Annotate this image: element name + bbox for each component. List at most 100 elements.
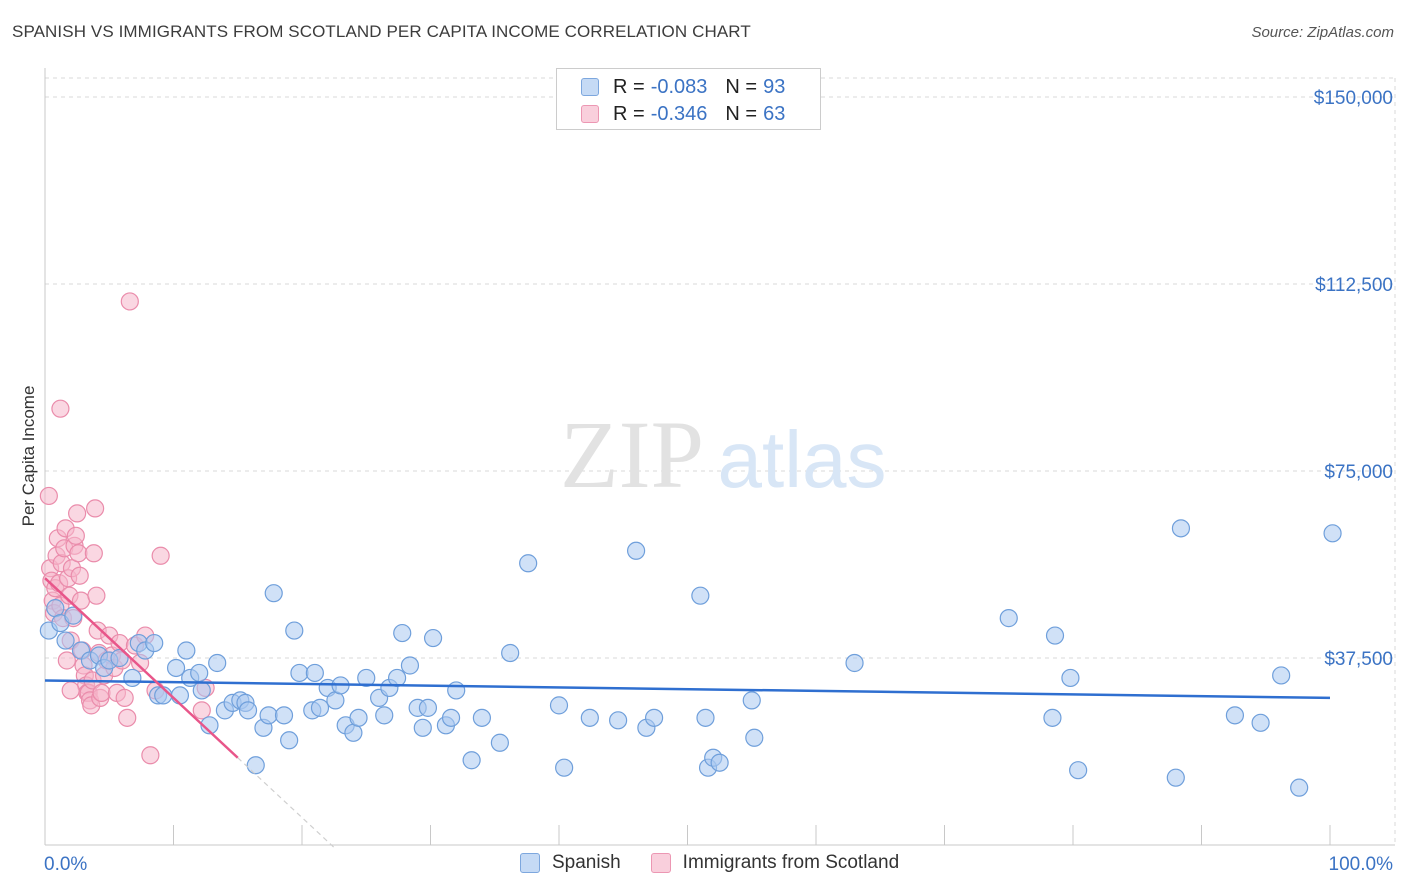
data-point-spanish xyxy=(177,641,196,660)
data-point-spanish xyxy=(519,554,538,573)
data-point-spanish xyxy=(110,648,129,668)
data-point-spanish xyxy=(555,758,574,777)
data-point-spanish xyxy=(472,708,491,727)
data-point-spanish xyxy=(1290,778,1309,797)
data-point-scotland xyxy=(70,566,89,585)
chart-title: SPANISH VS IMMIGRANTS FROM SCOTLAND PER … xyxy=(12,22,751,41)
data-point-spanish xyxy=(1061,668,1080,688)
data-point-spanish xyxy=(742,691,761,710)
y-axis-title: Per Capita Income xyxy=(19,386,38,527)
data-point-spanish xyxy=(696,708,715,727)
watermark: ZIP atlas xyxy=(560,401,886,508)
legend-n-value: 63 xyxy=(763,102,786,125)
data-point-spanish xyxy=(1272,666,1291,685)
data-point-spanish xyxy=(349,708,368,727)
data-point-scotland xyxy=(86,499,105,518)
data-point-spanish xyxy=(745,728,764,747)
data-point-spanish xyxy=(280,731,299,750)
y-tick-label: $150,000 xyxy=(1314,88,1393,109)
legend-r-value: -0.083 xyxy=(650,75,708,98)
data-point-scotland xyxy=(57,651,76,670)
tick-labels: $37,500 $75,000 $112,500 $150,000 0.0% 100.0% xyxy=(44,88,1393,875)
data-point-spanish xyxy=(999,609,1018,628)
watermark-atlas: atlas xyxy=(718,415,887,504)
trend-line-spanish xyxy=(44,679,1331,700)
legend-item-spanish[interactable]: Spanish xyxy=(520,852,621,874)
legend-n-value: 93 xyxy=(763,75,786,98)
correlation-legend: R = -0.083 N = 93 R = -0.346 N = 63 xyxy=(556,68,821,130)
data-point-scotland xyxy=(84,544,103,563)
legend-swatch-pink xyxy=(581,105,599,123)
x-tick-label: 100.0% xyxy=(1329,854,1394,875)
data-point-spanish xyxy=(1323,524,1342,543)
data-point-spanish xyxy=(418,698,438,717)
data-point-spanish xyxy=(375,706,394,725)
data-point-spanish xyxy=(423,628,443,648)
data-point-spanish xyxy=(1045,626,1065,645)
data-point-spanish xyxy=(200,716,219,735)
trend-lines xyxy=(44,577,1331,848)
y-tick-label: $37,500 xyxy=(1324,649,1393,670)
legend-swatch-blue xyxy=(581,78,599,96)
trend-line-scotland xyxy=(44,577,239,759)
data-point-spanish xyxy=(56,631,75,650)
data-point-scotland xyxy=(118,708,137,727)
legend-r-label: R = xyxy=(613,102,645,125)
data-point-spanish xyxy=(447,681,466,700)
data-point-spanish xyxy=(501,643,520,663)
legend-r-value: -0.346 xyxy=(650,102,708,125)
data-point-scotland xyxy=(92,683,111,703)
data-point-spanish xyxy=(609,711,628,730)
data-point-spanish xyxy=(310,698,330,717)
series-legend: Spanish Immigrants from Scotland xyxy=(520,852,929,874)
y-tick-label: $112,500 xyxy=(1315,275,1393,296)
data-point-spanish xyxy=(1043,708,1062,727)
data-point-spanish xyxy=(710,753,729,772)
data-point-spanish xyxy=(285,621,304,640)
legend-swatch-pink xyxy=(650,853,671,873)
legend-item-scotland[interactable]: Immigrants from Scotland xyxy=(650,852,899,874)
data-point-spanish xyxy=(190,663,209,683)
data-point-spanish xyxy=(1225,706,1245,725)
trend-line-scotland-extension xyxy=(237,757,335,848)
data-point-scotland xyxy=(120,292,139,311)
data-point-spanish xyxy=(462,751,481,770)
data-point-spanish xyxy=(691,586,710,605)
data-point-spanish xyxy=(208,653,227,673)
source-label: Source: ZipAtlas.com xyxy=(1251,24,1394,41)
legend-n-label: N = xyxy=(725,75,758,98)
data-point-scotland xyxy=(151,546,170,565)
data-point-spanish xyxy=(192,681,211,700)
axes xyxy=(44,68,1395,846)
data-point-spanish xyxy=(441,708,461,727)
data-point-spanish xyxy=(123,668,142,688)
data-point-spanish xyxy=(357,668,376,688)
data-point-spanish xyxy=(170,686,190,705)
data-point-scotland xyxy=(61,681,80,700)
data-point-spanish xyxy=(580,708,599,727)
legend-n-label: N = xyxy=(725,102,758,125)
data-point-spanish xyxy=(1251,713,1270,732)
data-point-spanish xyxy=(393,623,412,643)
legend-row-scotland: R = -0.346 N = 63 xyxy=(581,101,785,127)
y-tick-label: $75,000 xyxy=(1324,462,1393,483)
data-point-spanish xyxy=(64,606,83,625)
data-point-spanish xyxy=(1171,519,1191,538)
data-point-spanish xyxy=(274,706,294,725)
data-point-spanish xyxy=(246,756,265,775)
legend-row-spanish: R = -0.083 N = 93 xyxy=(581,74,785,100)
x-tick-label: 0.0% xyxy=(44,854,87,875)
data-point-spanish xyxy=(400,656,420,675)
data-point-spanish xyxy=(549,696,569,715)
data-point-spanish xyxy=(1069,761,1088,780)
data-point-scotland xyxy=(115,688,134,707)
data-point-scotland xyxy=(68,504,87,523)
data-point-scotland xyxy=(39,486,58,506)
data-point-spanish xyxy=(145,633,164,653)
data-point-spanish xyxy=(264,584,283,603)
data-point-scotland xyxy=(192,701,211,720)
data-point-scotland xyxy=(66,526,85,545)
data-point-spanish xyxy=(166,658,186,678)
data-point-spanish xyxy=(490,733,509,752)
